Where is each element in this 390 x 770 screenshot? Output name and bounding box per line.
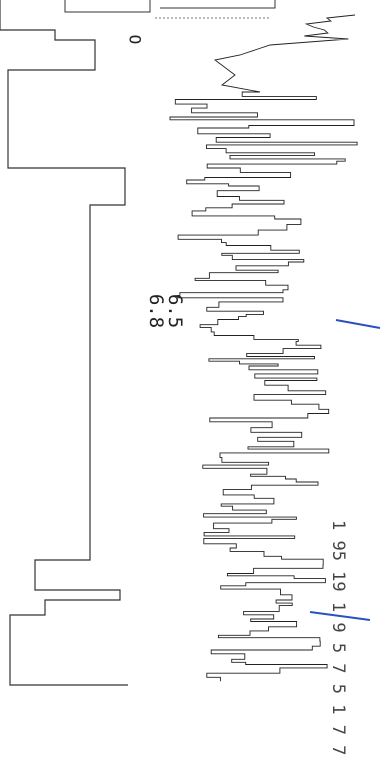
lower-trace-label: 6.5 — [164, 293, 186, 329]
lower-trace-path — [169, 14, 358, 682]
zero-marker: O — [125, 34, 145, 45]
strip-chart-scan — [0, 0, 381, 686]
annotation-mark-2 — [309, 611, 371, 621]
upper-trace-top — [64, 0, 151, 13]
upper-trace-top2 — [160, 0, 276, 9]
lower-trace — [169, 14, 358, 682]
side-caption: 1 95 19 1 9 5 7 5 1 7 7 — [328, 520, 348, 756]
upper-trace — [0, 0, 128, 686]
annotation-mark-1 — [335, 319, 381, 329]
